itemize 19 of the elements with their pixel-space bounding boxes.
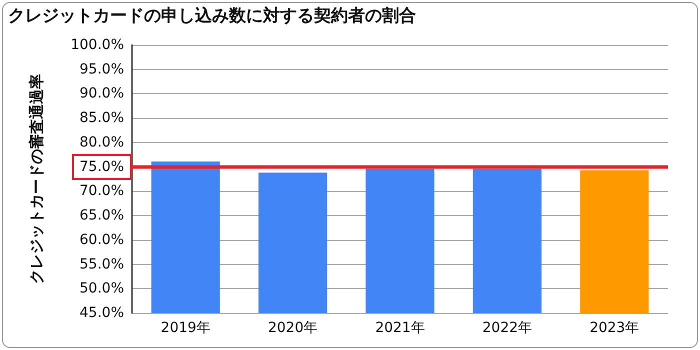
x-tick-label: 2020年 (268, 320, 318, 336)
x-tick-label: 2023年 (590, 320, 640, 336)
y-tick-label: 100.0% (70, 37, 124, 53)
y-tick-label: 70.0% (80, 183, 124, 200)
chart-title: クレジットカードの申し込み数に対する契約者の割合 (8, 5, 416, 27)
x-tick-label: 2022年 (482, 320, 532, 336)
x-tick-label: 2019年 (160, 320, 210, 336)
y-tick-label: 90.0% (80, 86, 124, 102)
y-tick-label: 60.0% (80, 232, 124, 248)
y-tick-label: 50.0% (80, 280, 124, 297)
y-tick-label: 95.0% (80, 61, 124, 78)
y-tick-label: 80.0% (80, 134, 124, 150)
y-tick-label: 45.0% (80, 305, 124, 321)
x-tick-label: 2021年 (375, 320, 425, 336)
y-tick-label: 65.0% (80, 208, 124, 224)
y-tick-label: 75.0% (80, 158, 124, 175)
y-axis-title: クレジットカードの審査通過率 (28, 74, 46, 284)
y-tick-label: 55.0% (80, 256, 124, 272)
y-tick-label: 85.0% (80, 110, 124, 126)
